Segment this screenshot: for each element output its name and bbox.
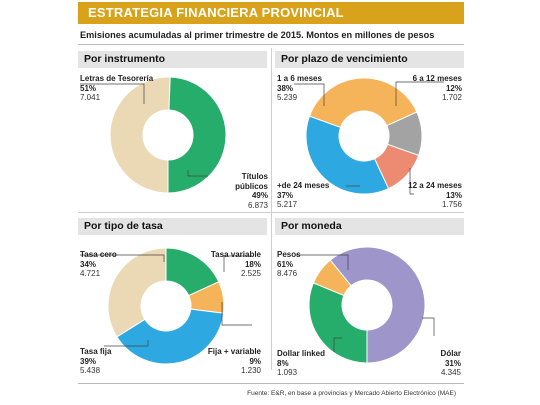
donut-slice-1-3: [305, 115, 390, 195]
column-divider: [271, 48, 272, 370]
slice-name: 12 a 24 meses: [408, 181, 462, 190]
donut-slice-0-1: [167, 76, 227, 194]
slice-label-tasa-cero: Tasa cero 34% 4.721: [80, 250, 117, 279]
slice-label-titulos: Títulos públicos 49% 6.873: [218, 172, 268, 210]
slice-value: 8.476: [277, 269, 298, 278]
panel-header-tasa: Por tipo de tasa: [78, 218, 267, 235]
slice-percent: 49%: [251, 191, 268, 200]
panel-header-moneda: Por moneda: [275, 218, 464, 235]
slice-percent: 9%: [249, 356, 261, 366]
slice-label-letras: Letras de Tesorería 51% 7.041: [80, 74, 153, 103]
slice-label-fija-variable: Fija + variable 9% 1.230: [191, 347, 261, 376]
slice-value: 5.239: [277, 93, 298, 102]
slice-label-12a24: 12 a 24 meses 13% 1.756: [392, 181, 462, 210]
slice-name: Tasa cero: [80, 250, 117, 259]
panel-header-instrumento: Por instrumento: [78, 51, 267, 68]
donut-slice-3-2: [329, 246, 426, 364]
donut-slice-2-3: [107, 247, 167, 338]
slice-percent: 38%: [277, 83, 294, 93]
slice-name: Títulos públicos: [235, 172, 268, 191]
slice-name: 6 a 12 meses: [412, 74, 462, 83]
slice-value: 1.230: [240, 366, 261, 375]
slice-label-mas24: +de 24 meses 37% 5.217: [277, 181, 329, 210]
slice-name: Dollar linked: [277, 349, 326, 358]
slice-percent: 31%: [444, 358, 461, 368]
panel-title-instrumento: Por instrumento: [84, 53, 166, 65]
slice-percent: 13%: [445, 190, 462, 200]
infographic: ESTRATEGIA FINANCIERA PROVINCIAL Emision…: [78, 0, 464, 405]
slice-value: 5.438: [80, 366, 101, 375]
slice-value: 5.217: [277, 200, 298, 209]
slice-percent: 8%: [277, 358, 289, 368]
slice-label-pesos: Pesos 61% 8.476: [277, 250, 301, 279]
slice-percent: 61%: [277, 259, 294, 269]
infographic-subtitle: Emisiones acumuladas al primer trimestre…: [80, 30, 435, 40]
slice-percent: 37%: [277, 190, 294, 200]
donut-chart-plazo: [305, 77, 423, 195]
source-note: Fuente: E&R, en base a provincias y Merc…: [247, 390, 456, 397]
slice-percent: 18%: [244, 259, 261, 269]
slice-percent: 39%: [80, 356, 97, 366]
subtitle-rule: [78, 44, 464, 45]
slice-value: 2.525: [240, 269, 261, 278]
slice-label-1a6: 1 a 6 meses 38% 5.239: [277, 74, 322, 103]
donut-slice-0-0: [109, 76, 171, 194]
slice-name: +de 24 meses: [277, 181, 330, 190]
panel-title-tasa: Por tipo de tasa: [84, 220, 163, 232]
slice-name: Fija + variable: [207, 347, 261, 356]
panel-title-moneda: Por moneda: [281, 220, 342, 232]
infographic-title: ESTRATEGIA FINANCIERA PROVINCIAL: [88, 5, 344, 20]
slice-name: Letras de Tesorería: [80, 74, 154, 83]
slice-name: Dólar: [440, 349, 461, 358]
slice-label-6a12: 6 a 12 meses 12% 1.702: [392, 74, 462, 103]
slice-label-dollar-linked: Dollar linked 8% 1.093: [277, 349, 325, 378]
slice-label-tasa-variable: Tasa variable 18% 2.525: [191, 250, 261, 279]
slice-percent: 51%: [80, 83, 97, 93]
slice-name: Pesos: [277, 250, 301, 259]
slice-name: Tasa variable: [210, 250, 261, 259]
slice-name: 1 a 6 meses: [277, 74, 322, 83]
donut-chart-instrumento: [109, 76, 227, 194]
slice-name: Tasa fija: [80, 347, 112, 356]
slice-percent: 34%: [80, 259, 97, 269]
slice-value: 1.756: [441, 200, 462, 209]
slice-value: 4.721: [80, 269, 101, 278]
panel-title-plazo: Por plazo de vencimiento: [281, 53, 408, 65]
slice-label-dolar: Dólar 31% 4.345: [411, 349, 461, 378]
slice-value: 4.345: [440, 368, 461, 377]
slice-percent: 12%: [445, 83, 462, 93]
donut-chart-tasa: [107, 247, 225, 365]
slice-value: 7.041: [80, 93, 101, 102]
donut-slice-3-0: [308, 282, 368, 364]
slice-value: 1.702: [441, 93, 462, 102]
donut-slice-2-2: [116, 308, 225, 365]
slice-value: 1.093: [277, 368, 298, 377]
row-divider: [78, 212, 464, 213]
title-bar: ESTRATEGIA FINANCIERA PROVINCIAL: [78, 2, 464, 24]
footer-rule: [78, 383, 464, 384]
donut-chart-moneda: [308, 246, 426, 364]
slice-label-tasa-fija: Tasa fija 39% 5.438: [80, 347, 111, 376]
slice-value: 6.873: [247, 200, 268, 210]
panel-header-plazo: Por plazo de vencimiento: [275, 51, 464, 68]
